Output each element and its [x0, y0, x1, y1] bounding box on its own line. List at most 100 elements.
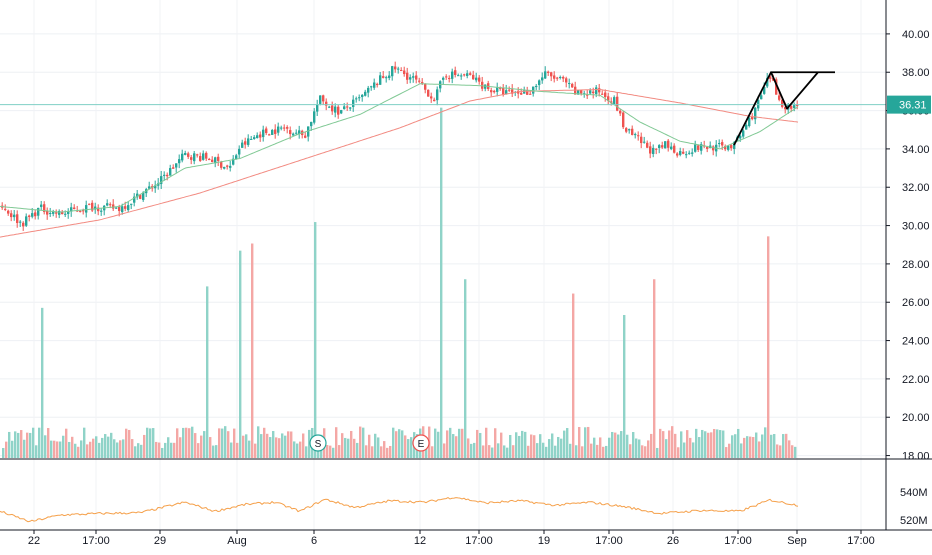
candle-body [652, 147, 655, 154]
candle-body [178, 159, 181, 164]
volume-bar [659, 428, 662, 458]
candle-body [115, 207, 118, 209]
candle-body [250, 138, 253, 140]
candle-body [70, 207, 73, 212]
volume-bar [386, 447, 389, 458]
candle-body [784, 107, 787, 110]
volume-bar [92, 438, 95, 458]
candle-body [259, 134, 262, 138]
volume-bar [170, 442, 173, 458]
candle-body [640, 136, 643, 144]
volume-bar [482, 445, 485, 458]
candle-body [214, 157, 217, 164]
candle-body [592, 91, 595, 94]
candle-body [394, 66, 397, 70]
volume-bar [47, 428, 50, 458]
volume-bar [101, 437, 104, 458]
candle-body [292, 133, 295, 136]
volume-bar [8, 431, 11, 458]
volume-bar [566, 428, 569, 458]
volume-bar [383, 441, 386, 458]
candle-body [547, 71, 550, 73]
volume-bar [446, 430, 449, 458]
volume-bar [662, 431, 665, 458]
volume-bar [299, 441, 302, 458]
volume-bar [302, 433, 305, 458]
candle-body [94, 206, 97, 210]
candle-body [466, 73, 469, 76]
candle-body [766, 77, 769, 87]
candle-body [160, 176, 163, 185]
candle-body [622, 112, 625, 128]
volume-bar [209, 437, 212, 458]
candle-body [223, 166, 226, 169]
volume-bar [437, 431, 440, 458]
volume-bar [293, 441, 296, 458]
candle-body [460, 75, 463, 77]
candle-body [166, 174, 169, 177]
volume-bar [251, 243, 254, 458]
volume-bar [32, 427, 35, 458]
candle-body [322, 95, 325, 102]
candle-body [412, 76, 415, 78]
candle-body [742, 130, 745, 137]
last-price-label: 36.31 [899, 100, 927, 112]
volume-bar [266, 433, 269, 458]
candle-body [733, 141, 736, 150]
volume-bar [479, 432, 482, 458]
volume-bar [68, 441, 71, 458]
candle-body [673, 145, 676, 153]
volume-bar [119, 440, 122, 458]
volume-bar [542, 442, 545, 458]
volume-bar [365, 445, 368, 458]
event-marker-label: S [315, 439, 322, 450]
volume-bar [212, 445, 215, 458]
volume-bar [20, 430, 23, 458]
candle-body [316, 104, 319, 112]
candle-body [661, 145, 664, 148]
volume-bar [767, 236, 770, 458]
volume-bar [113, 439, 116, 458]
candle-body [625, 128, 628, 132]
volume-bar [755, 432, 758, 458]
time-tick-label: Aug [227, 535, 247, 547]
price-tick-label: 42.00 [902, 0, 930, 3]
volume-bar [305, 446, 308, 458]
volume-bar [614, 432, 617, 458]
volume-bar [572, 293, 575, 458]
candle-body [28, 215, 31, 217]
candle-body [529, 93, 532, 95]
volume-bar [719, 430, 722, 458]
volume-bar [470, 443, 473, 458]
volume-bar [74, 443, 77, 458]
candle-body [478, 77, 481, 82]
candle-body [64, 213, 67, 215]
candle-body [91, 202, 94, 211]
volume-bar [497, 443, 500, 458]
candle-body [289, 130, 292, 135]
candle-body [550, 72, 553, 77]
volume-bar [731, 435, 734, 458]
candle-body [574, 86, 577, 95]
candle-body [16, 214, 19, 224]
volume-bar [485, 427, 488, 458]
candle-body [79, 210, 82, 212]
candle-body [100, 210, 103, 212]
volume-bar [335, 427, 338, 458]
volume-bar [557, 436, 560, 458]
volume-bar [146, 427, 149, 458]
volume-bar [125, 428, 128, 458]
candle-body [562, 76, 565, 79]
candle-body [637, 135, 640, 137]
candle-body [730, 145, 733, 149]
volume-bar [287, 431, 290, 458]
candle-body [526, 90, 529, 95]
volume-bar [782, 434, 785, 458]
volume-bar [404, 435, 407, 458]
volume-bar [632, 432, 635, 458]
volume-bar [554, 445, 557, 458]
candle-body [607, 96, 610, 101]
volume-bar [728, 443, 731, 458]
candle-body [7, 210, 10, 214]
candle-body [85, 205, 88, 213]
